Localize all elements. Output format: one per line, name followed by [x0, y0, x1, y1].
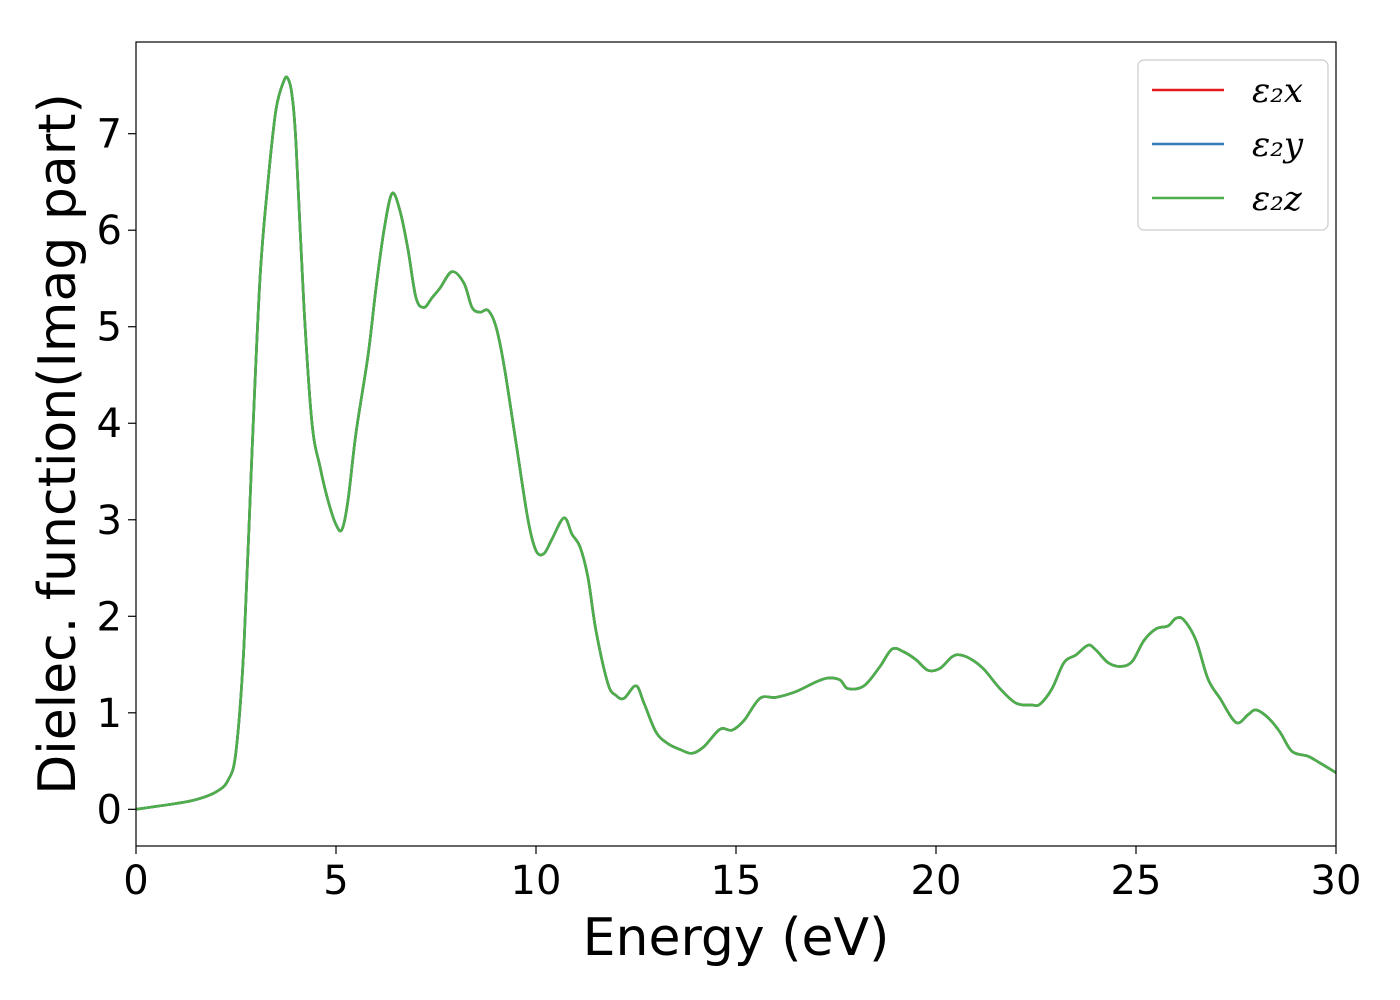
- x-tick-label: 25: [1111, 858, 1162, 904]
- x-tick-label: 10: [511, 858, 562, 904]
- y-tick-label: 7: [97, 112, 122, 158]
- x-tick-label: 0: [123, 858, 148, 904]
- y-tick-label: 2: [97, 594, 122, 640]
- legend: ε₂x ε₂y ε₂z: [1137, 59, 1329, 231]
- series-line-3: [135, 75, 1337, 811]
- x-tick-label: 5: [323, 858, 348, 904]
- legend-label: ε₂x: [1252, 71, 1303, 111]
- x-axis-label: Energy (eV): [583, 908, 890, 968]
- x-axis-ticks: 0 5 10 15 20 25 30: [123, 846, 1361, 904]
- x-tick-label: 20: [911, 858, 962, 904]
- series-lines: [135, 75, 1337, 811]
- y-tick-label: 4: [97, 401, 122, 447]
- legend-label: ε₂z: [1252, 179, 1303, 219]
- y-axis-label: Dielec. function(Imag part): [28, 93, 88, 795]
- y-tick-label: 3: [97, 498, 122, 544]
- y-tick-label: 1: [97, 691, 122, 737]
- x-tick-label: 30: [1311, 858, 1362, 904]
- y-tick-label: 5: [97, 305, 122, 351]
- y-tick-label: 0: [97, 787, 122, 833]
- y-tick-label: 6: [97, 208, 122, 254]
- legend-box: [1137, 59, 1329, 231]
- x-tick-label: 15: [711, 858, 762, 904]
- y-axis-ticks: 0 1 2 3 4 5 6 7: [97, 112, 136, 833]
- legend-label: ε₂y: [1252, 125, 1304, 165]
